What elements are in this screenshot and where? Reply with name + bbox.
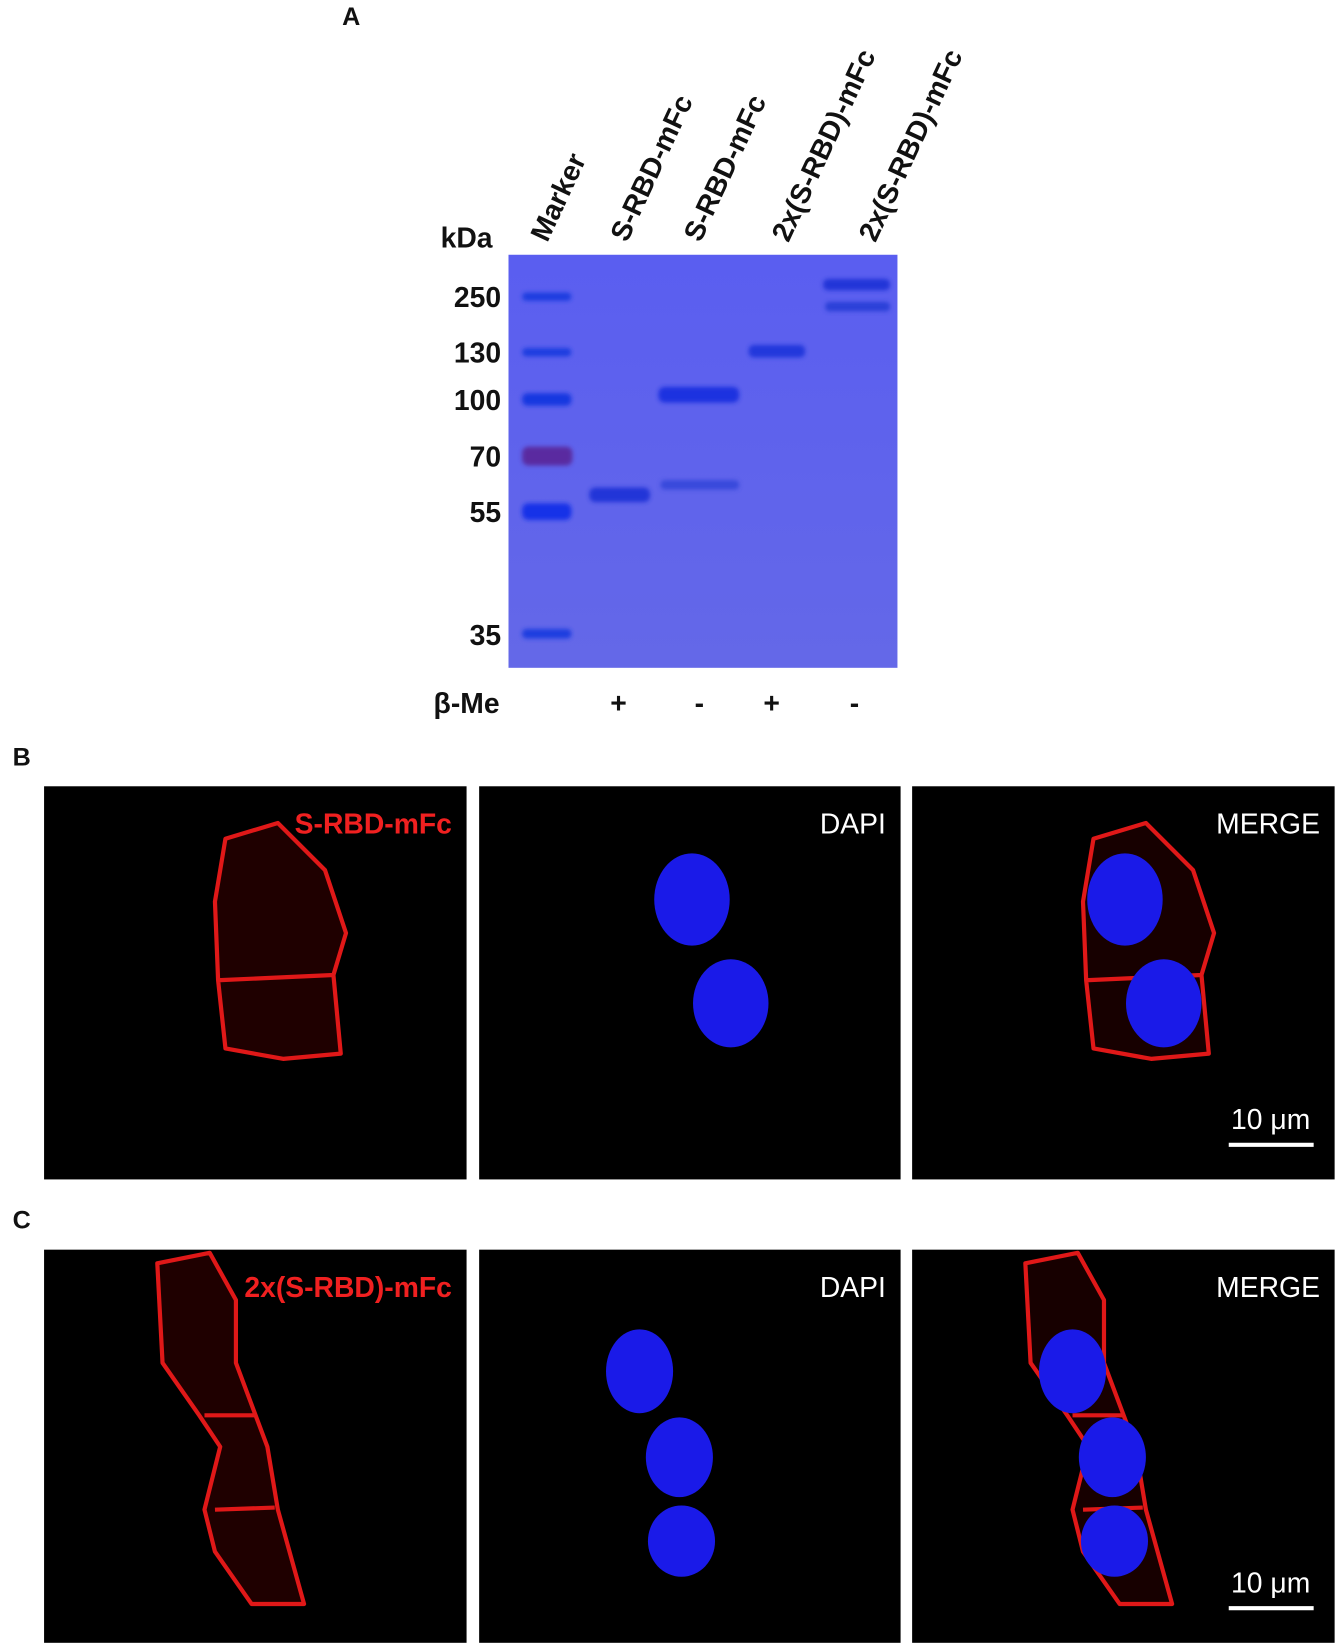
- image-label: DAPI: [820, 1271, 886, 1303]
- nucleus: [654, 853, 730, 946]
- panel-label: C: [13, 1207, 31, 1235]
- nucleus: [647, 1505, 716, 1577]
- micrograph: [912, 786, 1335, 1180]
- unit-label: kDa: [441, 221, 493, 253]
- nucleus: [645, 1417, 713, 1498]
- marker-label: 35: [470, 619, 501, 651]
- image-label: DAPI: [820, 807, 886, 839]
- reducing-sign: -: [695, 687, 704, 719]
- marker-label: 250: [454, 281, 501, 313]
- marker-label: 100: [454, 384, 501, 416]
- image-label: MERGE: [1216, 807, 1320, 839]
- panel-label: A: [342, 3, 360, 31]
- gel: [508, 254, 898, 668]
- membrane-stain: [212, 820, 349, 1061]
- bands: [522, 278, 891, 639]
- reducing-sign: +: [763, 687, 780, 719]
- nucleus: [1038, 1329, 1107, 1414]
- nucleus: [1078, 1417, 1146, 1498]
- micrograph: [44, 786, 467, 1180]
- lane-label: Marker: [524, 148, 592, 246]
- marker-label: 70: [470, 441, 501, 473]
- nucleus: [1080, 1505, 1149, 1577]
- micrograph: [44, 1249, 467, 1643]
- membrane-stain: [155, 1250, 307, 1607]
- panel-label: B: [13, 743, 31, 771]
- marker-label: 130: [454, 337, 501, 369]
- nucleus: [1087, 853, 1163, 946]
- image-label: 2x(S-RBD)-mFc: [244, 1271, 452, 1303]
- reducing-label: β-Me: [434, 687, 500, 719]
- micrograph: [479, 786, 901, 1180]
- scale-bar-label: 10 μm: [1231, 1103, 1310, 1135]
- reducing-sign: +: [610, 687, 627, 719]
- reducing-sign: -: [850, 687, 859, 719]
- nucleus: [693, 959, 769, 1048]
- nucleus: [606, 1329, 674, 1414]
- marker-label: 55: [470, 496, 501, 528]
- scale-bar-label: 10 μm: [1231, 1566, 1310, 1598]
- nucleus: [1125, 959, 1202, 1048]
- image-label: S-RBD-mFc: [295, 807, 452, 839]
- image-label: MERGE: [1216, 1271, 1320, 1303]
